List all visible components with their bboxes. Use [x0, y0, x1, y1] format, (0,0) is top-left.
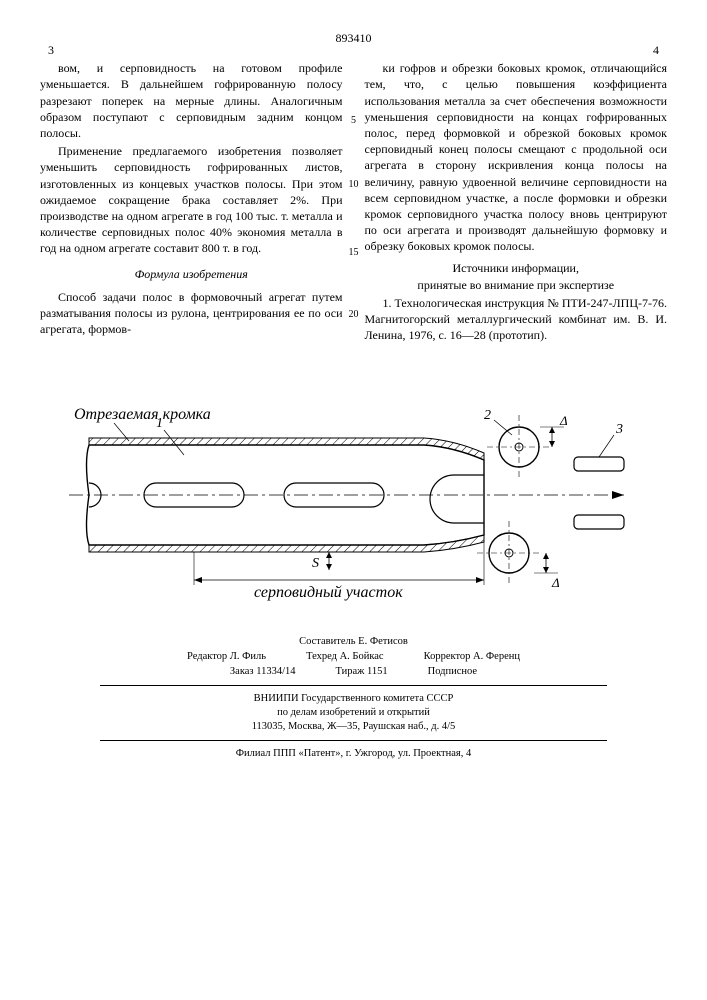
footer-sep-1	[100, 685, 607, 686]
left-p1: вом, и серповидность на готовом профиле …	[40, 60, 343, 141]
sources-heading: Источники информации, принятые во вниман…	[365, 260, 668, 292]
left-column: вом, и серповидность на готовом профиле …	[40, 60, 343, 345]
cut-edge-bottom	[89, 535, 484, 552]
footer-addr2: Филиал ППП «Патент», г. Ужгород, ул. Про…	[40, 747, 667, 761]
right-p1: ки гофров и обрезки боковых кромок, отли…	[365, 60, 668, 254]
footer-order: Заказ 11334/14	[230, 665, 296, 679]
label-cut-edge: Отрезаемая кромка	[74, 406, 211, 423]
label-2: 2	[484, 408, 491, 423]
footer-addr1: 113035, Москва, Ж—35, Раушская наб., д. …	[40, 720, 667, 734]
section-3-bottom	[574, 515, 624, 529]
patent-number: 893410	[40, 30, 667, 46]
columns-wrap: 3 4 5 10 15 20 вом, и серповидность на г…	[40, 60, 667, 345]
footer-sep-2	[100, 740, 607, 741]
formula-heading: Формула изобретения	[40, 266, 343, 282]
label-delta-bottom: Δ	[551, 575, 560, 590]
left-p2: Применение предлагаемого изобретения поз…	[40, 143, 343, 256]
line-marker-5: 5	[351, 114, 356, 128]
right-column: ки гофров и обрезки боковых кромок, отли…	[365, 60, 668, 345]
footer-editor: Редактор Л. Филь	[187, 650, 266, 664]
slot-right-half	[430, 475, 484, 523]
line-marker-20: 20	[349, 308, 359, 322]
roller-bottom	[477, 521, 541, 585]
footer-compiler: Составитель Е. Фетисов	[40, 635, 667, 649]
right-p2: 1. Технологическая инструкция № ПТИ-247-…	[365, 295, 668, 344]
leader-2	[494, 420, 512, 435]
footer-org1: ВНИИПИ Государственного комитета СССР	[40, 692, 667, 706]
col-num-right: 4	[653, 42, 659, 58]
footer-tirazh: Тираж 1151	[335, 665, 387, 679]
label-3: 3	[615, 422, 623, 437]
footer-block: Составитель Е. Фетисов Редактор Л. Филь …	[40, 635, 667, 761]
technical-figure: Отрезаемая кромка серповидный участок 1 …	[54, 375, 654, 605]
line-marker-15: 15	[349, 246, 359, 260]
cut-edge-top	[89, 438, 484, 460]
label-s: S	[312, 556, 319, 571]
footer-podpisnoe: Подписное	[428, 665, 477, 679]
dim-delta-bottom	[534, 553, 558, 573]
left-p3: Способ задачи полос в формовочный агрега…	[40, 289, 343, 338]
line-marker-10: 10	[349, 178, 359, 192]
col-num-left: 3	[48, 42, 54, 58]
leader-3	[599, 435, 614, 457]
footer-corrector: Корректор А. Ференц	[424, 650, 520, 664]
footer-org2: по делам изобретений и открытий	[40, 706, 667, 720]
dim-delta-top	[540, 427, 564, 447]
label-1: 1	[156, 416, 163, 431]
label-delta-top: Δ	[559, 413, 568, 428]
roller-top	[487, 415, 551, 479]
section-3-top	[574, 457, 624, 471]
label-curve-section: серповидный участок	[254, 584, 403, 601]
dim-s	[326, 552, 332, 570]
axis-arrowhead	[612, 491, 624, 499]
footer-techred: Техред А. Бойкас	[306, 650, 384, 664]
